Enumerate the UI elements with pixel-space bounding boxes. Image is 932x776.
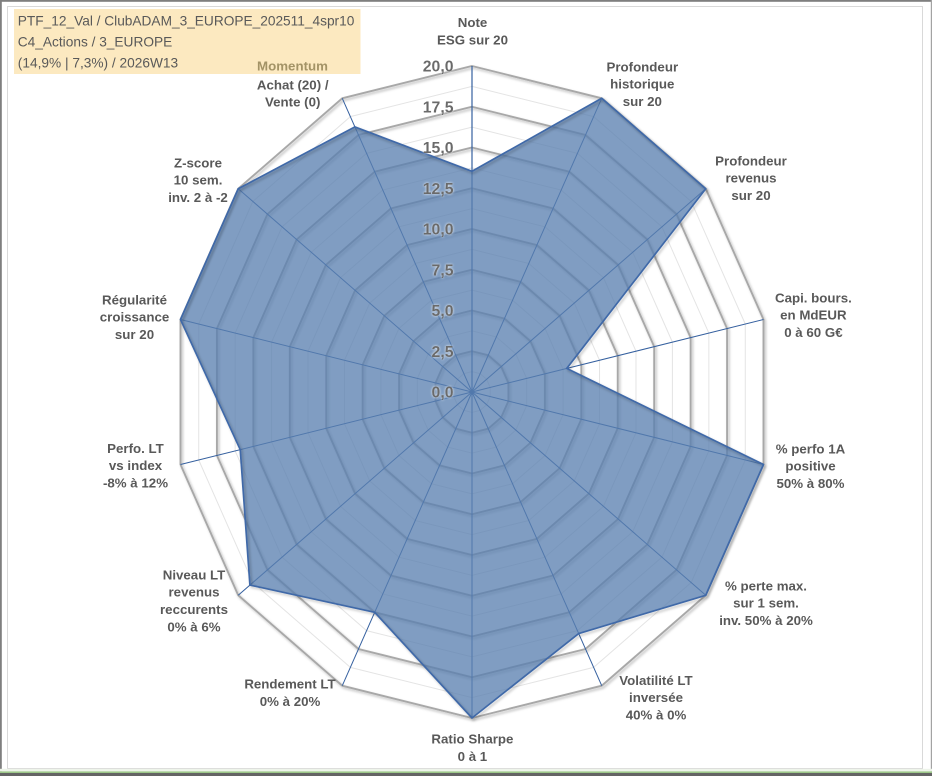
svg-text:Perfo. LT: Perfo. LT [107, 441, 164, 456]
svg-text:% perfo 1A: % perfo 1A [776, 441, 846, 456]
svg-text:40% à 0%: 40% à 0% [626, 707, 687, 722]
svg-text:C4_Actions / 3_EUROPE: C4_Actions / 3_EUROPE [18, 34, 172, 49]
svg-text:Régularité: Régularité [102, 292, 167, 307]
svg-text:en MdEUR: en MdEUR [780, 308, 847, 323]
svg-text:Note: Note [458, 15, 488, 30]
svg-text:inv. 50% à 20%: inv. 50% à 20% [719, 613, 813, 628]
svg-text:0,0: 0,0 [432, 385, 454, 402]
svg-text:croissance: croissance [100, 310, 169, 325]
svg-text:inv. 2 à -2: inv. 2 à -2 [168, 190, 228, 205]
svg-text:Capi. bours.: Capi. bours. [775, 290, 852, 305]
svg-text:% perte max.: % perte max. [725, 578, 807, 593]
svg-text:50% à 80%: 50% à 80% [776, 476, 844, 491]
svg-text:sur 20: sur 20 [731, 188, 770, 203]
svg-text:sur 20: sur 20 [115, 327, 154, 342]
svg-text:sur 20: sur 20 [623, 94, 662, 109]
svg-text:7,5: 7,5 [432, 262, 454, 279]
svg-text:reccurents: reccurents [160, 602, 228, 617]
svg-text:15,0: 15,0 [423, 140, 454, 157]
svg-text:0 à 60 G€: 0 à 60 G€ [784, 325, 843, 340]
svg-text:positive: positive [785, 459, 835, 474]
svg-text:Z-score: Z-score [174, 155, 222, 170]
svg-text:20,0: 20,0 [423, 59, 454, 76]
svg-text:Ratio Sharpe: Ratio Sharpe [431, 732, 513, 747]
svg-text:10,0: 10,0 [423, 222, 454, 239]
svg-text:Achat (20) /: Achat (20) / [257, 77, 329, 92]
svg-text:17,5: 17,5 [423, 99, 454, 116]
svg-text:revenus: revenus [726, 171, 777, 186]
svg-text:(14,9% | 7,3%) / 2026W13: (14,9% | 7,3%) / 2026W13 [18, 55, 179, 70]
svg-text:ESG sur 20: ESG sur 20 [437, 32, 508, 47]
svg-text:PTF_12_Val / ClubADAM_3_EUROPE: PTF_12_Val / ClubADAM_3_EUROPE_202511_4s… [18, 14, 355, 29]
svg-text:0% à 6%: 0% à 6% [167, 619, 220, 634]
svg-text:historique: historique [610, 77, 674, 92]
svg-text:inversée: inversée [629, 690, 683, 705]
svg-text:12,5: 12,5 [423, 181, 454, 198]
svg-text:sur 1 sem.: sur 1 sem. [733, 596, 799, 611]
svg-text:0% à 20%: 0% à 20% [260, 694, 321, 709]
svg-text:0 à 1: 0 à 1 [458, 749, 488, 764]
svg-text:2,5: 2,5 [432, 344, 454, 361]
svg-text:Vente (0): Vente (0) [265, 95, 320, 110]
svg-text:revenus: revenus [169, 585, 220, 600]
svg-text:Profondeur: Profondeur [606, 59, 678, 74]
svg-text:10 sem.: 10 sem. [174, 173, 223, 188]
svg-text:Volatilité LT: Volatilité LT [619, 673, 692, 688]
svg-text:vs index: vs index [109, 458, 163, 473]
svg-text:Rendement LT: Rendement LT [244, 677, 335, 692]
svg-text:Momentum: Momentum [257, 58, 328, 73]
svg-text:5,0: 5,0 [432, 303, 454, 320]
svg-text:Niveau LT: Niveau LT [163, 567, 226, 582]
svg-text:-8% à 12%: -8% à 12% [103, 475, 168, 490]
svg-text:Profondeur: Profondeur [715, 153, 787, 168]
